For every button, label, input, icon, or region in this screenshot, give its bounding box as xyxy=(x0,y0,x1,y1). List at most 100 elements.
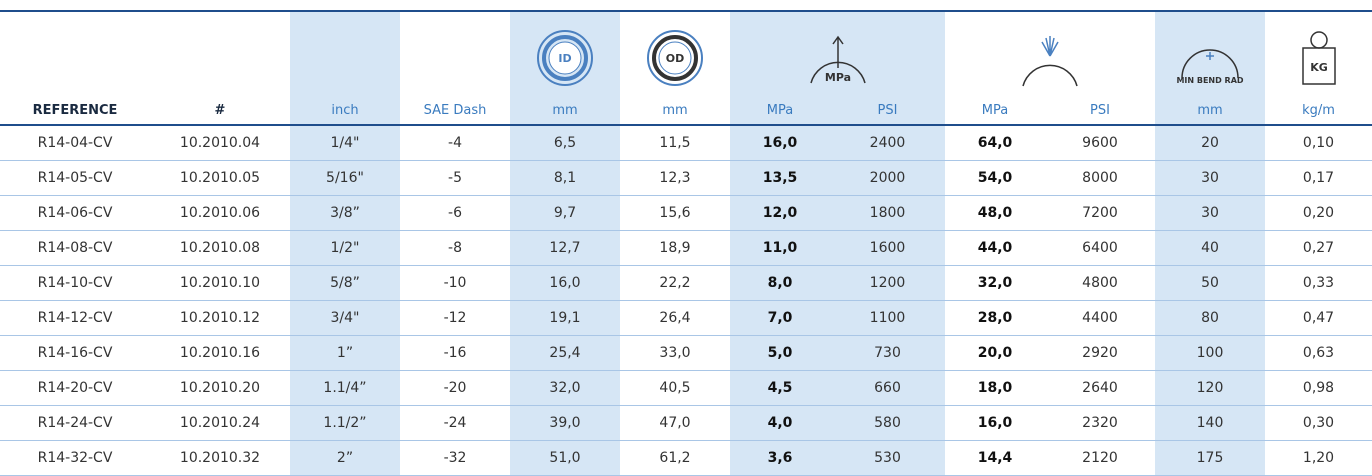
table-cell: 1800 xyxy=(830,195,945,231)
table-cell: 10.2010.04 xyxy=(150,125,290,161)
table-cell: 5/16" xyxy=(290,160,400,196)
table-cell: 9,7 xyxy=(510,195,620,231)
table-cell: 16,0 xyxy=(510,265,620,301)
table-cell: 3/8” xyxy=(290,195,400,231)
table-cell: 10.2010.06 xyxy=(150,195,290,231)
table-cell: 1/2" xyxy=(290,230,400,266)
table-cell: 18,0 xyxy=(945,370,1045,406)
table-cell: 32,0 xyxy=(945,265,1045,301)
column-header: REFERENCE xyxy=(0,90,150,126)
table-cell: 5/8” xyxy=(290,265,400,301)
table-cell: 1.1/2” xyxy=(290,405,400,441)
column-header: mm xyxy=(1155,90,1265,126)
table-cell: 10.2010.12 xyxy=(150,300,290,336)
table-row: R14-24-CV 10.2010.24 1.1/2” -24 39,0 47,0 4,0 5… xyxy=(0,405,1372,441)
table-row: R14-04-CV 10.2010.04 1/4" -4 6,5 11,5 16,0 2400… xyxy=(0,125,1372,161)
table-cell: 61,2 xyxy=(620,440,730,476)
column-header: PSI xyxy=(830,90,945,126)
table-cell: 47,0 xyxy=(620,405,730,441)
table-cell: 12,7 xyxy=(510,230,620,266)
column-header: # xyxy=(150,90,290,126)
table-row: R14-32-CV 10.2010.32 2” -32 51,0 61,2 3,6 530 14… xyxy=(0,440,1372,476)
table-cell: 50 xyxy=(1155,265,1265,301)
table-cell: 10.2010.08 xyxy=(150,230,290,266)
table-cell: 25,4 xyxy=(510,335,620,371)
table-cell: 20 xyxy=(1155,125,1265,161)
od-label: OD xyxy=(666,52,684,65)
table-cell: 0,33 xyxy=(1265,265,1372,301)
table-cell: 0,98 xyxy=(1265,370,1372,406)
table-cell: 30 xyxy=(1155,195,1265,231)
table-cell: 730 xyxy=(830,335,945,371)
table-cell: 51,0 xyxy=(510,440,620,476)
table-cell: 3/4" xyxy=(290,300,400,336)
table-cell: 8000 xyxy=(1045,160,1155,196)
table-cell: -32 xyxy=(400,440,510,476)
table-cell: 2” xyxy=(290,440,400,476)
table-cell: 4,0 xyxy=(730,405,830,441)
table-body: R14-04-CV 10.2010.04 1/4" -4 6,5 11,5 16,0 2400… xyxy=(0,125,1372,476)
table-cell: 4800 xyxy=(1045,265,1155,301)
table-cell: 1600 xyxy=(830,230,945,266)
table-cell: 10.2010.05 xyxy=(150,160,290,196)
table-cell: -16 xyxy=(400,335,510,371)
column-header: mm xyxy=(510,90,620,126)
table-cell: 2000 xyxy=(830,160,945,196)
table-cell: 11,5 xyxy=(620,125,730,161)
table-cell: R14-16-CV xyxy=(0,335,150,371)
table-cell: 1/4" xyxy=(290,125,400,161)
table-cell: 16,0 xyxy=(945,405,1045,441)
burst-icon xyxy=(1022,36,1078,87)
table-cell: 15,6 xyxy=(620,195,730,231)
table-row: R14-08-CV 10.2010.08 1/2" -8 12,7 18,9 11,0 160… xyxy=(0,230,1372,266)
table-cell: R14-20-CV xyxy=(0,370,150,406)
pressure-label: MPa xyxy=(824,71,850,84)
table-cell: R14-12-CV xyxy=(0,300,150,336)
table-cell: 2920 xyxy=(1045,335,1155,371)
table-cell: 1100 xyxy=(830,300,945,336)
table-cell: 660 xyxy=(830,370,945,406)
id-label: ID xyxy=(558,52,571,65)
table-cell: 7,0 xyxy=(730,300,830,336)
table-cell: -10 xyxy=(400,265,510,301)
column-header: MPa xyxy=(730,90,830,126)
table-cell: 2120 xyxy=(1045,440,1155,476)
table-cell: 140 xyxy=(1155,405,1265,441)
table-cell: 44,0 xyxy=(945,230,1045,266)
table-cell: 8,0 xyxy=(730,265,830,301)
table-cell: -6 xyxy=(400,195,510,231)
table-cell: 20,0 xyxy=(945,335,1045,371)
table-cell: -12 xyxy=(400,300,510,336)
table-cell: R14-05-CV xyxy=(0,160,150,196)
table-cell: 28,0 xyxy=(945,300,1045,336)
table-cell: 10.2010.24 xyxy=(150,405,290,441)
table-cell: 16,0 xyxy=(730,125,830,161)
table-cell: 80 xyxy=(1155,300,1265,336)
table-cell: R14-10-CV xyxy=(0,265,150,301)
table-cell: 30 xyxy=(1155,160,1265,196)
table-row: R14-20-CV 10.2010.20 1.1/4” -20 32,0 40,5 4,5 6… xyxy=(0,370,1372,406)
table-cell: 40 xyxy=(1155,230,1265,266)
table-cell: 100 xyxy=(1155,335,1265,371)
table-cell: 1,20 xyxy=(1265,440,1372,476)
column-header: MPa xyxy=(945,90,1045,126)
table-cell: 0,63 xyxy=(1265,335,1372,371)
table-cell: R14-08-CV xyxy=(0,230,150,266)
bend-icon: MIN BEND RAD xyxy=(1176,49,1244,85)
table-cell: 10.2010.32 xyxy=(150,440,290,476)
weight-label: KG xyxy=(1310,61,1328,74)
table-cell: 6400 xyxy=(1045,230,1155,266)
table-cell: -24 xyxy=(400,405,510,441)
table-cell: 6,5 xyxy=(510,125,620,161)
pressure-icon: MPa xyxy=(809,35,866,84)
table-cell: 33,0 xyxy=(620,335,730,371)
table-cell: 10.2010.16 xyxy=(150,335,290,371)
table-cell: 48,0 xyxy=(945,195,1045,231)
table-cell: 54,0 xyxy=(945,160,1045,196)
table-cell: 1200 xyxy=(830,265,945,301)
table-cell: 26,4 xyxy=(620,300,730,336)
table-cell: 32,0 xyxy=(510,370,620,406)
table-cell: 0,47 xyxy=(1265,300,1372,336)
spec-table: ID OD MPa MIN BEND RAD KG REFERENCE # inch… xyxy=(0,10,1372,476)
